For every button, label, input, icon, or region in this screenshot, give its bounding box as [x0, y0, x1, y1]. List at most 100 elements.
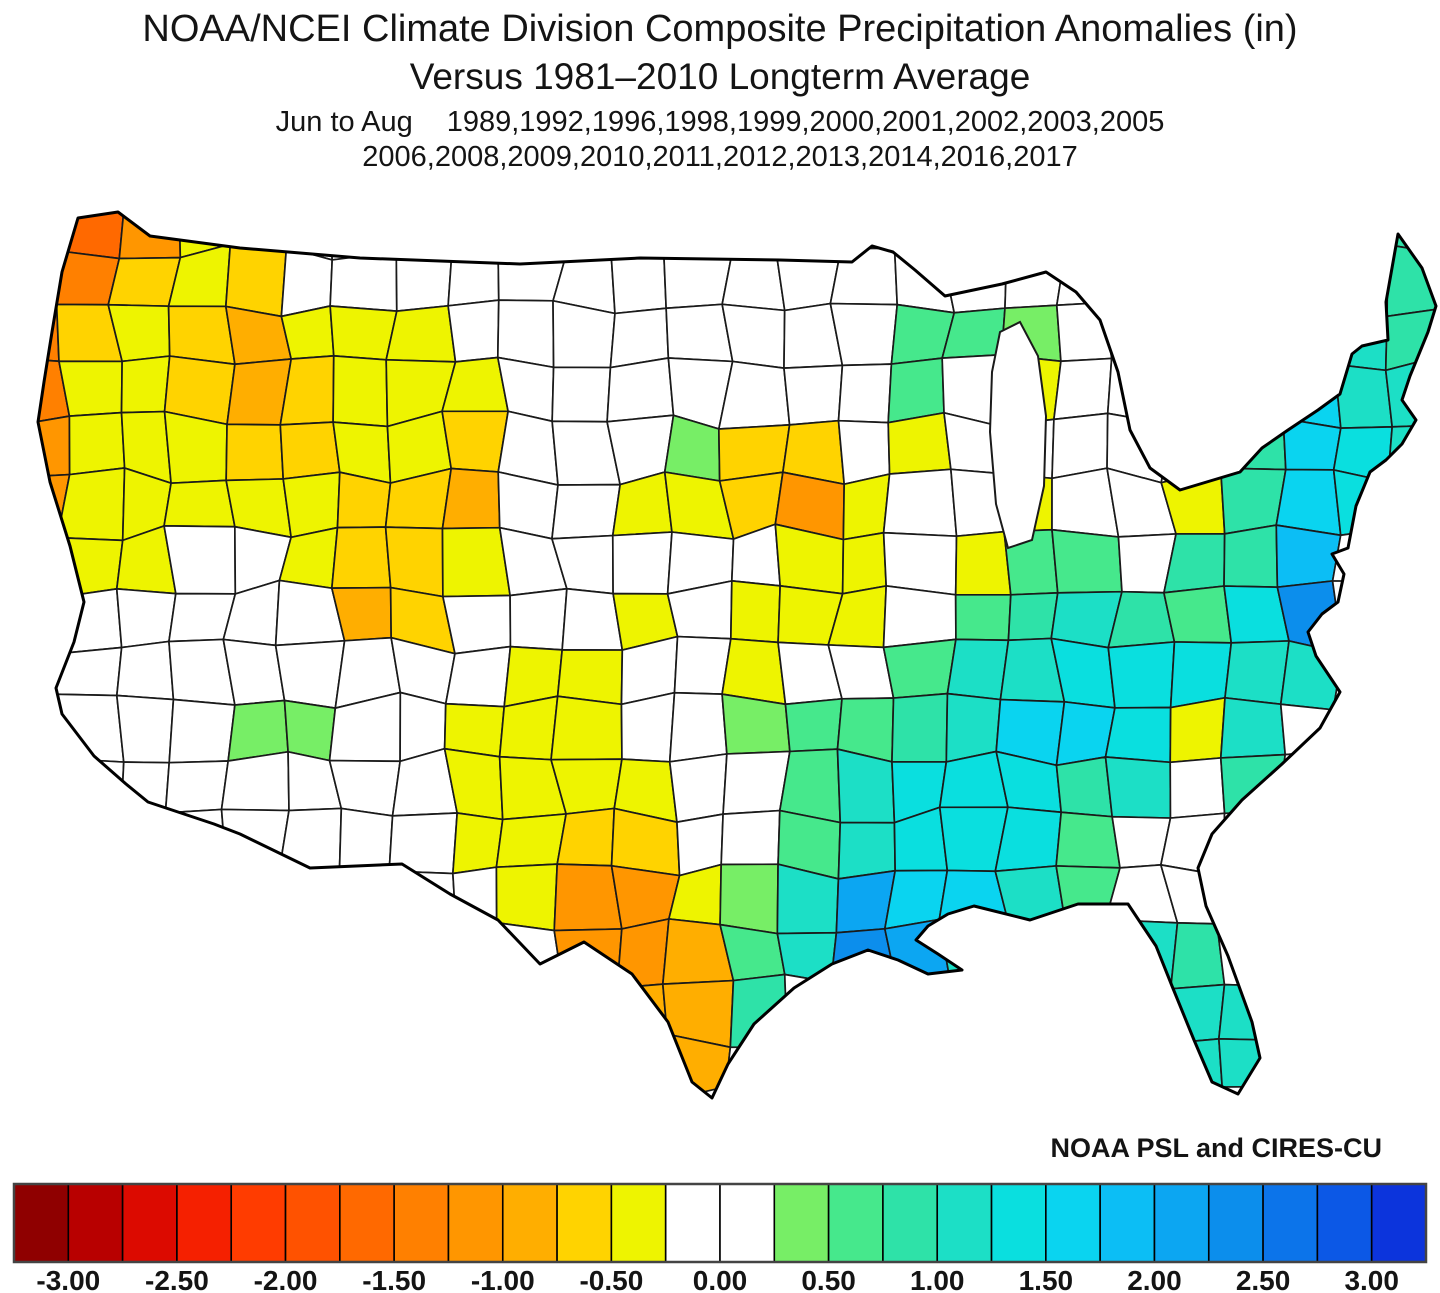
climate-division-cell [1223, 249, 1286, 307]
climate-division-cell [1333, 363, 1394, 429]
climate-division-cell [168, 920, 231, 989]
climate-division-cell [1275, 468, 1342, 537]
climate-division-cell [837, 363, 893, 424]
climate-division-cell [550, 695, 623, 761]
climate-division-cell [721, 693, 791, 755]
climate-division-cell [720, 809, 781, 866]
climate-division-cell [893, 212, 943, 250]
colorbar-frame [12, 1182, 1428, 1264]
colorbar-segment [393, 1183, 450, 1263]
climate-division-cell [1278, 212, 1344, 255]
climate-division-cell [282, 471, 341, 539]
climate-division-cell [329, 305, 398, 361]
climate-division-cell [551, 483, 621, 540]
climate-division-cell [54, 1041, 125, 1098]
climate-division-cell [1055, 811, 1121, 869]
colorbar-segment [1262, 1183, 1319, 1263]
climate-division-cell [609, 1030, 669, 1098]
climate-division-cell [280, 305, 335, 360]
climate-division-cell [1055, 241, 1120, 307]
colorbar-tick-label: -2.50 [145, 1265, 209, 1293]
climate-division-cell [1163, 585, 1233, 644]
climate-division-cell [783, 364, 844, 426]
climate-division-cell [829, 247, 899, 306]
climate-division-cell [556, 649, 624, 706]
climate-division-cell [221, 984, 291, 1041]
colorbar-segment [1316, 1183, 1373, 1263]
climate-division-cell [168, 698, 236, 764]
climate-division-cell [1165, 356, 1228, 426]
colorbar-segment [230, 1183, 287, 1263]
climate-division-cell [938, 1031, 1012, 1095]
climate-division-cell [224, 870, 292, 932]
climate-division-cell [38, 919, 63, 979]
colorbar-segment [990, 1183, 1047, 1263]
climate-division-cell [498, 695, 559, 761]
climate-division-cell [67, 758, 125, 810]
climate-division-cell [836, 748, 896, 824]
climate-division-cell [1104, 301, 1167, 360]
climate-division-cell [883, 918, 951, 989]
climate-division-cell [1219, 753, 1287, 815]
season-label: Jun to Aug [275, 106, 413, 138]
colorbar-tick-label: 1.00 [910, 1265, 965, 1293]
climate-division-cell [452, 921, 503, 983]
climate-division-cell [495, 813, 567, 869]
colorbar-segment [664, 1183, 721, 1263]
climate-division-cell [38, 473, 71, 539]
climate-division-cell [1387, 640, 1436, 707]
climate-division-cell [60, 917, 123, 987]
climate-division-cell [500, 975, 563, 1046]
climate-division-cell [279, 421, 341, 480]
climate-division-cell [719, 863, 779, 935]
climate-division-cell [330, 928, 402, 981]
climate-division-cell [829, 302, 899, 367]
climate-division-cell [611, 531, 673, 595]
climate-division-cell [52, 693, 125, 763]
climate-division-cell [1219, 696, 1287, 759]
climate-division-cell [443, 702, 506, 758]
climate-division-cell [1275, 973, 1346, 1047]
climate-division-cell [1051, 1031, 1121, 1093]
climate-division-cell [1332, 704, 1397, 757]
climate-division-cell [827, 212, 902, 250]
colorbar-tick-label: 3.00 [1344, 1265, 1399, 1293]
climate-division-cell [1055, 756, 1114, 818]
climate-division-cell [1216, 871, 1285, 925]
climate-division-cell [1383, 925, 1436, 982]
climate-division-cell [332, 1035, 393, 1097]
climate-division-cell [1387, 581, 1436, 650]
climate-division-cell [1111, 1037, 1173, 1098]
climate-division-cell [726, 212, 787, 261]
climate-division-cell [673, 635, 732, 695]
climate-division-cell [1104, 706, 1172, 764]
climate-division-cell [837, 419, 891, 486]
climate-division-cell [388, 870, 458, 934]
climate-division-cell [1163, 1037, 1224, 1098]
climate-division-cell [385, 978, 454, 1045]
colorbar-tick-label: -1.50 [362, 1265, 426, 1293]
colorbar-segment [610, 1183, 667, 1263]
climate-division-cell [1271, 249, 1345, 317]
colorbar-segment [1370, 1183, 1427, 1263]
climate-division-cell [507, 1030, 557, 1098]
climate-division-cell [842, 473, 891, 541]
climate-division-cell [783, 973, 845, 1049]
climate-division-cell [1329, 973, 1398, 1047]
climate-division-cell [891, 692, 949, 763]
climate-division-cell [1275, 524, 1342, 589]
climate-division-cell [1053, 357, 1113, 421]
climate-division-cell [283, 699, 337, 762]
climate-division-cell [338, 807, 394, 872]
climate-division-cell [446, 212, 504, 252]
climate-division-cell [837, 821, 897, 880]
climate-division-cell [38, 583, 65, 655]
colorbar-segment [447, 1183, 504, 1263]
climate-division-cell [938, 976, 1009, 1037]
climate-division-cell [38, 1034, 59, 1095]
climate-division-cell [280, 246, 334, 318]
climate-division-cell [721, 637, 787, 706]
climate-division-cell [278, 868, 341, 933]
climate-division-cell [1326, 212, 1393, 255]
